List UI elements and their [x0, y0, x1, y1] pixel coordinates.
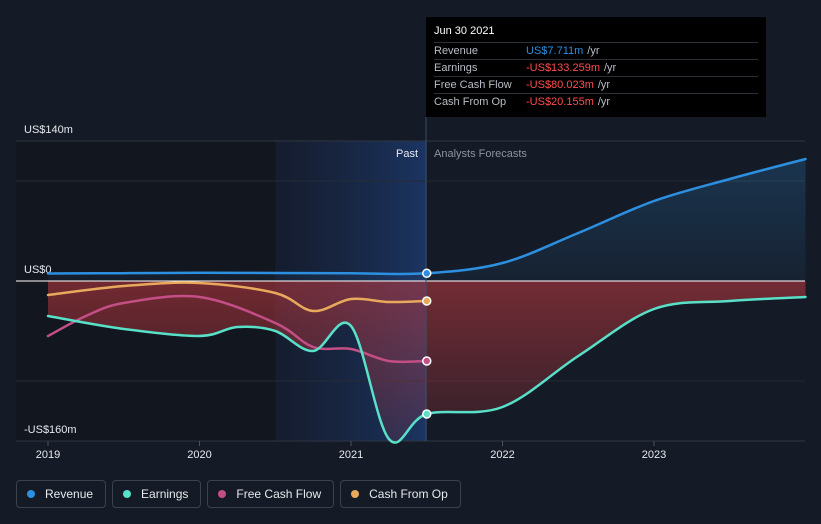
- tooltip-value: US$7.711m: [526, 45, 584, 57]
- free-cash-flow-marker[interactable]: [422, 356, 432, 366]
- tooltip-label: Earnings: [434, 62, 478, 74]
- forecast-label: Analysts Forecasts: [434, 148, 527, 160]
- legend-label: Cash From Op: [369, 487, 448, 501]
- free-cash-flow-dot-icon: [218, 490, 227, 498]
- tooltip-unit: /yr: [587, 45, 600, 57]
- legend-item-earnings[interactable]: Earnings: [112, 480, 202, 508]
- revenue-area-fill: [48, 159, 806, 281]
- tooltip-value: -US$80.023m: [526, 79, 594, 91]
- cash-from-op-marker[interactable]: [422, 296, 432, 306]
- tooltip-unit: /yr: [597, 79, 611, 91]
- x-tick-label: 2022: [490, 449, 514, 461]
- series-markers: [422, 268, 432, 419]
- legend-item-revenue[interactable]: Revenue: [16, 480, 107, 508]
- free-cash-flow-line: [46, 294, 429, 364]
- legend: Revenue Earnings Free Cash Flow Cash Fro…: [16, 480, 461, 508]
- tooltip-label: Free Cash Flow: [434, 79, 512, 91]
- tooltip-row-revenue: Revenue US$7.711m /yr: [434, 42, 758, 59]
- tooltip-unit: /yr: [604, 62, 617, 74]
- earnings-line: [46, 295, 807, 444]
- earnings-dot-icon: [123, 490, 132, 498]
- tooltip-row-free-cash-flow: Free Cash Flow -US$80.023m /yr: [434, 76, 758, 93]
- past-label: Past: [396, 148, 418, 160]
- revenue-marker[interactable]: [422, 268, 432, 279]
- earnings-marker[interactable]: [422, 409, 432, 419]
- legend-label: Earnings: [141, 487, 189, 501]
- legend-item-cash-from-op[interactable]: Cash From Op: [340, 480, 461, 508]
- x-tick-label: 2021: [339, 449, 363, 461]
- revenue-dot-icon: [27, 490, 35, 498]
- x-tick-label: 2020: [187, 449, 211, 461]
- tooltip-row-cash-from-op: Cash From Op -US$20.155m /yr: [434, 93, 758, 110]
- tooltip-date: Jun 30 2021: [434, 25, 495, 37]
- cash-from-op-dot-icon: [351, 490, 360, 498]
- legend-label: Free Cash Flow: [236, 487, 322, 501]
- tooltip: Jun 30 2021 Revenue US$7.711m /yr Earnin…: [426, 17, 766, 117]
- y-label-top: US$140m: [24, 124, 73, 136]
- y-label-bottom: -US$160m: [24, 424, 77, 436]
- tooltip-unit: /yr: [597, 96, 611, 108]
- tooltip-value: -US$133.259m: [526, 62, 600, 74]
- cash-from-op-line: [46, 281, 429, 313]
- legend-item-free-cash-flow[interactable]: Free Cash Flow: [207, 480, 335, 508]
- y-label-zero: US$0: [24, 264, 52, 276]
- tooltip-value: -US$20.155m: [526, 96, 594, 108]
- tooltip-label: Revenue: [434, 45, 479, 57]
- x-tick-label: 2019: [36, 449, 60, 461]
- tooltip-label: Cash From Op: [434, 96, 507, 108]
- x-axis: 2019 2020 2021 2022 2023: [36, 441, 666, 461]
- x-tick-label: 2023: [642, 449, 666, 461]
- legend-label: Revenue: [45, 487, 94, 501]
- tooltip-row-earnings: Earnings -US$133.259m /yr: [434, 59, 758, 76]
